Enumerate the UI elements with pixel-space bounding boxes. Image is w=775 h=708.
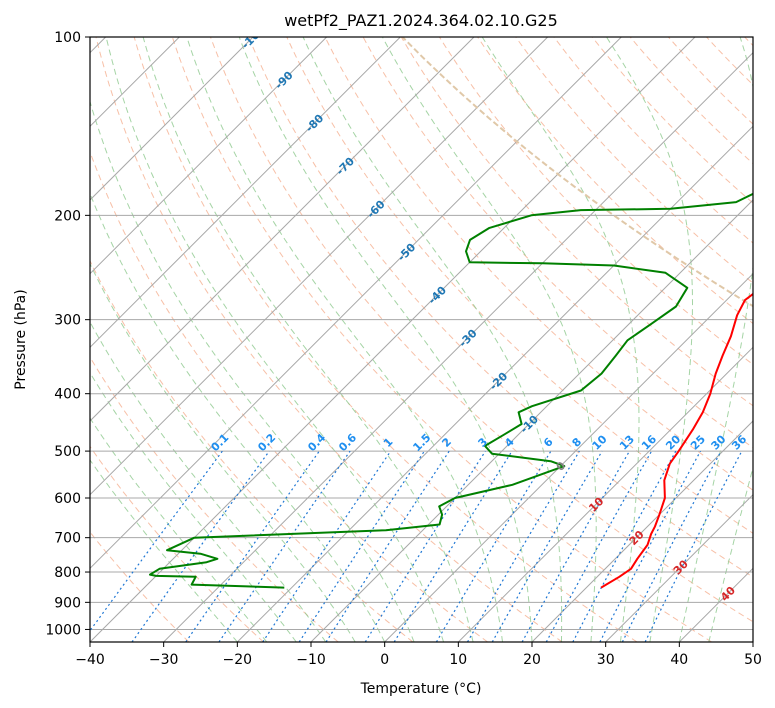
y-tick-label: 1000	[45, 622, 81, 638]
y-tick-label: 300	[54, 313, 81, 329]
y-tick-label: 200	[54, 208, 81, 224]
chart-title: wetPf2_PAZ1.2024.364.02.10.G25	[284, 11, 558, 31]
x-tick-label: −30	[149, 652, 179, 668]
axis-ticks: −40 −30 −20 −10 0 10 20 30 40 50 100 200 300 400 500 60…	[45, 30, 762, 668]
data-series	[149, 192, 753, 589]
gridlines	[90, 37, 753, 642]
isotherm	[90, 37, 254, 201]
x-tick-label: −20	[223, 652, 253, 668]
moist-adiabat	[238, 37, 533, 642]
moist-adiabat	[90, 262, 356, 642]
isotherm	[90, 37, 328, 275]
x-tick-label: 10	[449, 652, 467, 668]
isotherm	[310, 199, 753, 642]
moist-adiabat	[381, 37, 597, 642]
moist-adiabat	[90, 459, 238, 642]
temperature-profile	[600, 292, 753, 589]
moist-adiabat	[678, 37, 753, 642]
mixing-ratio-line	[185, 450, 320, 642]
x-tick-label: 0	[380, 652, 389, 668]
dry-adiabat	[515, 37, 753, 284]
mixing-ratio-line	[298, 450, 425, 642]
moist-adiabat	[481, 37, 640, 642]
isotherm	[90, 37, 475, 422]
mixing-ratio-line	[491, 450, 603, 642]
isotherm	[90, 37, 401, 349]
y-tick-label: 500	[54, 444, 81, 460]
dewpoint-profile	[149, 192, 753, 589]
moist-adiabat	[90, 417, 268, 642]
x-tick-label: 30	[597, 652, 615, 668]
mixing-ratio-line	[621, 450, 722, 642]
x-axis-title: Temperature (°C)	[360, 681, 482, 697]
y-tick-label: 900	[54, 595, 81, 611]
isotherm	[384, 272, 753, 642]
dry-adiabat	[171, 37, 712, 642]
y-tick-label: 700	[54, 531, 81, 547]
mixing-ratio-line	[599, 450, 702, 642]
isotherm	[605, 493, 753, 642]
moist-adiabat	[302, 37, 563, 642]
moist-adiabat	[142, 37, 474, 642]
mixing-ratio-line	[325, 450, 450, 642]
moist-adiabat	[90, 192, 386, 642]
isotherm	[90, 37, 622, 570]
dry-adiabat	[133, 37, 638, 642]
dry-adiabat	[591, 37, 753, 204]
y-axis-title: Pressure (hPa)	[13, 289, 29, 389]
dry-adiabat	[210, 37, 753, 623]
moist-adiabat	[708, 465, 753, 642]
mixing-ratio-line	[644, 450, 743, 642]
x-tick-label: 20	[523, 652, 541, 668]
moist-adiabat	[90, 371, 297, 642]
mixing-ratio-line	[364, 450, 486, 642]
isotherm	[531, 420, 753, 642]
mixing-ratio-line	[521, 450, 631, 642]
dry-adiabat	[90, 445, 264, 642]
dry-adiabat	[248, 37, 753, 578]
y-tick-label: 100	[54, 30, 81, 46]
isotherm	[90, 37, 549, 496]
plot-frame	[89, 36, 754, 643]
dry-adiabat	[477, 37, 753, 325]
dry-adiabat	[95, 37, 563, 642]
moist-adiabat	[606, 37, 693, 642]
moist-adiabat	[105, 37, 445, 642]
isotherm	[90, 37, 696, 642]
moist-adiabat	[186, 37, 503, 642]
dry-adiabat	[90, 259, 414, 642]
dry-adiabat	[324, 37, 753, 491]
mixing-ratio-line	[545, 450, 653, 642]
mixing-ratio-line	[435, 450, 552, 642]
x-tick-label: −10	[296, 652, 326, 668]
x-tick-label: 50	[744, 652, 762, 668]
mixing-ratio-line	[90, 450, 223, 632]
moist-adiabat	[90, 321, 327, 642]
y-tick-label: 400	[54, 387, 81, 403]
dry-adiabat	[629, 37, 753, 165]
y-tick-label: 800	[54, 565, 81, 581]
mixing-ratio-line	[393, 450, 513, 642]
mixing-ratio-line	[572, 450, 677, 642]
y-tick-label: 600	[54, 491, 81, 507]
mixing-ratio-line	[466, 450, 580, 642]
x-tick-label: 40	[670, 652, 688, 668]
dry-adiabat	[400, 37, 753, 407]
isotherm	[457, 346, 753, 642]
isotherm	[236, 125, 753, 642]
isotherm	[163, 51, 753, 642]
x-tick-label: −40	[75, 652, 105, 668]
